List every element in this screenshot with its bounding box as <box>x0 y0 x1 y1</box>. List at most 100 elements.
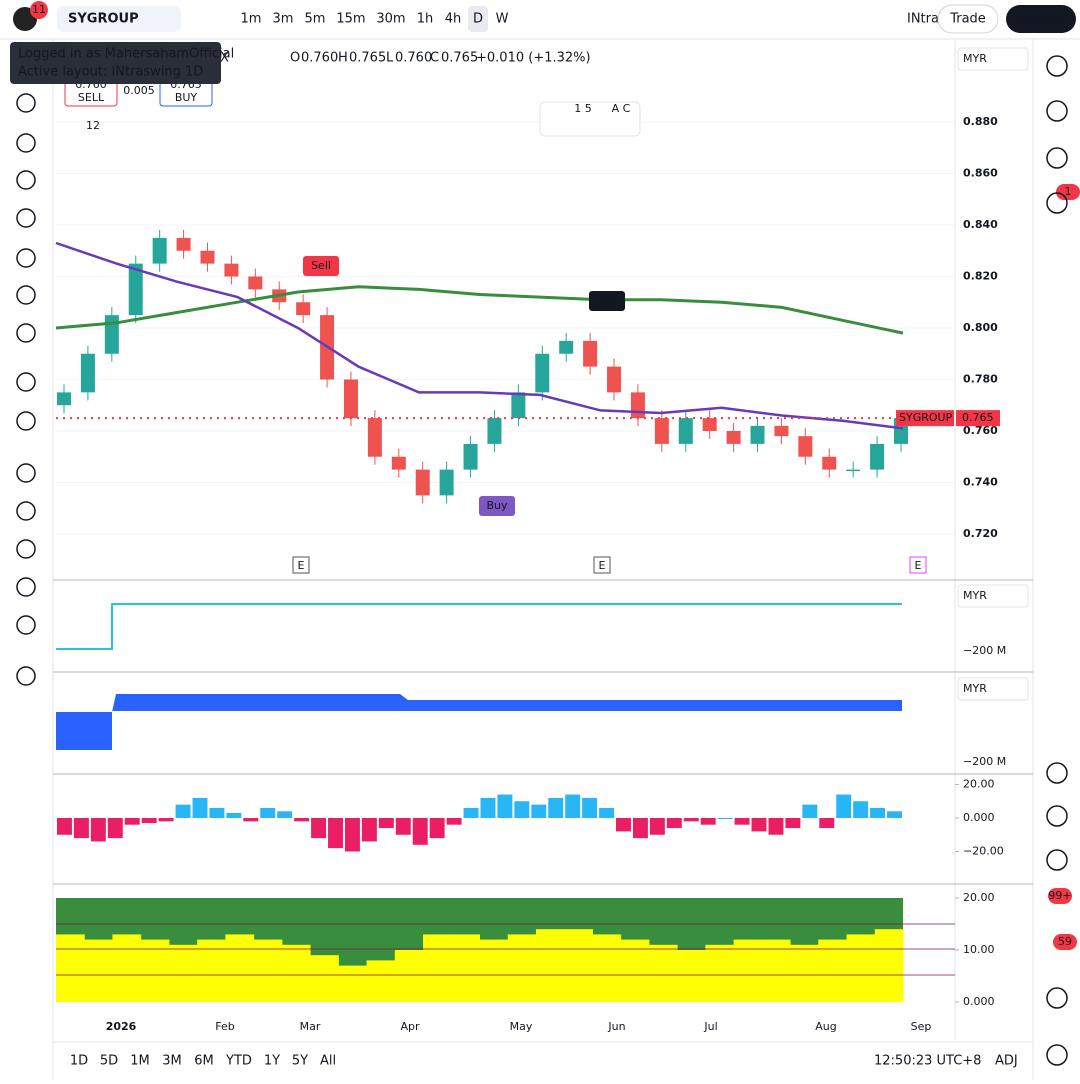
side-badge <box>1056 184 1080 200</box>
tool-icon[interactable] <box>16 463 36 483</box>
yellow-bar <box>253 939 283 1002</box>
side-icon[interactable] <box>1046 147 1068 169</box>
draw-tool[interactable]: A C <box>612 102 631 115</box>
tool-icon[interactable] <box>16 133 36 153</box>
osc-bar <box>378 818 394 829</box>
tool-icon[interactable] <box>16 411 36 431</box>
symbol[interactable]: SYGROUP <box>68 12 139 27</box>
osc-bar <box>649 818 665 835</box>
osc-bar <box>582 797 598 818</box>
range-button[interactable]: 1Y <box>264 1054 280 1069</box>
candle <box>176 237 191 251</box>
range-button[interactable]: All <box>320 1054 336 1069</box>
sell: SELL <box>78 91 105 104</box>
range-button[interactable]: 1D <box>70 1054 88 1069</box>
interval[interactable]: D <box>473 12 483 27</box>
tool-icon[interactable] <box>16 615 36 635</box>
side-icon[interactable] <box>1046 192 1068 214</box>
tool-icon[interactable] <box>16 539 36 559</box>
indicator-count[interactable]: 12 <box>86 119 100 132</box>
range-button[interactable]: 5Y <box>292 1054 308 1069</box>
badge <box>30 1 48 19</box>
side-badge-label: 99+ <box>1048 889 1071 902</box>
tooltip-line: Logged in as MahersahamOfficial <box>18 47 234 62</box>
earnings-label: E <box>915 559 922 572</box>
trade-btn[interactable] <box>937 4 999 34</box>
candle <box>678 418 693 444</box>
earnings <box>909 556 927 574</box>
side-icon[interactable] <box>1046 762 1068 784</box>
currency[interactable]: MYR <box>963 589 987 602</box>
spread: 0.005 <box>123 84 155 97</box>
range-button[interactable]: 5D <box>100 1054 118 1069</box>
interval[interactable]: 15m <box>336 12 365 27</box>
tool-icon[interactable] <box>16 666 36 686</box>
interval[interactable]: 30m <box>376 12 405 27</box>
side-icon[interactable] <box>1046 805 1068 827</box>
candle <box>367 418 382 457</box>
osc-bar <box>870 807 886 818</box>
tool-icon[interactable] <box>16 372 36 392</box>
candle <box>822 456 837 470</box>
osc-bar <box>599 807 615 818</box>
tool-icon[interactable] <box>16 323 36 343</box>
currency-box[interactable] <box>957 584 1029 608</box>
osc-bar <box>836 794 852 818</box>
range-button[interactable]: 6M <box>194 1054 214 1069</box>
currency[interactable]: MYR <box>963 682 987 695</box>
trade[interactable]: Trade <box>949 12 986 27</box>
publish-btn[interactable] <box>1006 5 1076 33</box>
signal-label: Buy <box>486 499 508 512</box>
yellow-bar <box>620 939 650 1002</box>
interval[interactable]: W <box>496 12 509 27</box>
osc-bar <box>616 818 631 832</box>
yellow-bar <box>479 939 509 1002</box>
yellow-bar <box>535 929 565 1002</box>
tool-icon[interactable] <box>16 285 36 305</box>
x-tick-label: Sep <box>911 1020 932 1033</box>
side-icon[interactable] <box>1046 987 1068 1009</box>
osc-bar <box>361 818 377 842</box>
currency[interactable]: MYR <box>963 52 987 65</box>
tool-icon[interactable] <box>16 248 36 268</box>
draw-tool[interactable]: 1 5 <box>574 102 592 115</box>
interval[interactable]: 3m <box>273 12 294 27</box>
candle <box>702 418 717 431</box>
layout-name[interactable]: INtra <box>907 12 939 27</box>
currency-box[interactable] <box>957 47 1029 71</box>
tool-icon[interactable] <box>16 577 36 597</box>
osc-bar <box>124 818 140 825</box>
yellow-bar <box>168 944 198 1002</box>
tool-icon[interactable] <box>16 93 36 113</box>
range-button[interactable]: YTD <box>225 1054 252 1069</box>
adj[interactable]: ADJ <box>995 1054 1018 1069</box>
publish[interactable]: Publish <box>1018 12 1064 27</box>
tool-icon[interactable] <box>16 208 36 228</box>
interval[interactable]: 4h <box>445 12 462 27</box>
interval[interactable]: 1h <box>417 12 434 27</box>
tool-icon[interactable] <box>16 170 36 190</box>
side-icon[interactable] <box>1046 100 1068 122</box>
candle <box>200 250 215 264</box>
side-icon[interactable] <box>1046 1044 1068 1066</box>
candle <box>463 443 478 470</box>
osc-bar <box>395 818 411 835</box>
candle <box>152 237 167 264</box>
osc-bar <box>565 794 581 818</box>
interval[interactable]: 5m <box>305 12 326 27</box>
tool-icon[interactable] <box>16 501 36 521</box>
osc-bar <box>57 818 72 835</box>
side-icon[interactable] <box>1046 849 1068 871</box>
candle <box>104 315 119 354</box>
yellow-bar <box>790 944 819 1002</box>
osc-bar <box>446 818 462 825</box>
y-tick-label: 0.840 <box>963 218 998 231</box>
range-button[interactable]: 1M <box>130 1054 150 1069</box>
yellow-bar <box>677 950 706 1002</box>
interval[interactable]: 1m <box>241 12 262 27</box>
currency-box[interactable] <box>957 677 1029 701</box>
symbol-box[interactable] <box>57 6 181 32</box>
side-icon[interactable] <box>1046 55 1068 77</box>
candle <box>870 443 885 470</box>
range-button[interactable]: 3M <box>162 1054 182 1069</box>
